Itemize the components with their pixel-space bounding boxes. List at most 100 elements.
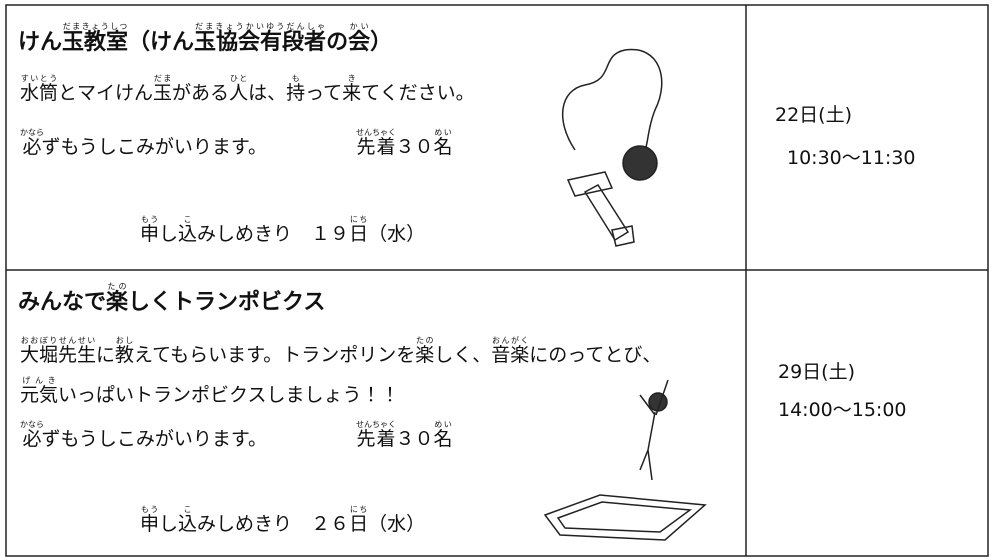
ruby-text: 込こ xyxy=(178,215,197,245)
ruby-base: 日 xyxy=(349,223,369,245)
ruby-text: 水筒すいとう xyxy=(20,74,59,104)
ruby-base: 元気 xyxy=(20,384,59,406)
ruby-text: 楽たの xyxy=(415,336,434,366)
ruby-base: 人 xyxy=(229,82,249,104)
furigana: めい xyxy=(433,420,453,429)
text-run: し xyxy=(159,223,179,245)
ruby-text: 楽たの xyxy=(106,282,129,315)
furigana: だま xyxy=(153,74,173,83)
text-run: （水） xyxy=(368,223,426,245)
text-run: ） xyxy=(370,30,393,55)
furigana: せんちゃく xyxy=(356,420,396,429)
furigana: だまきょうしつ xyxy=(62,22,129,31)
furigana: おおぼりせんせい xyxy=(20,336,97,345)
ruby-text: 必かなら xyxy=(20,420,44,450)
event-time: 14:00～15:00 xyxy=(778,399,907,421)
deadline-note: 申もうし込こみしめきり ２６日にち（水） xyxy=(140,505,425,535)
furigana: かい xyxy=(348,22,371,31)
text-run: にのってとび、 xyxy=(529,344,662,366)
trampoline-illustration xyxy=(543,379,707,541)
furigana: かなら xyxy=(20,420,44,429)
event-time: 10:30～11:30 xyxy=(787,147,916,169)
ruby-base: 込 xyxy=(178,513,198,535)
ruby-text: 先着せんちゃく xyxy=(356,128,396,158)
description-line: 元気げんきいっぱいトランポビクスしましょう！！ xyxy=(20,376,399,406)
furigana: たの xyxy=(415,336,435,345)
ruby-text: 必かなら xyxy=(20,128,44,158)
ruby-base: 申 xyxy=(140,223,160,245)
ruby-text: 込こ xyxy=(178,505,198,535)
deadline-note: 申もうし込こみしめきり １９日にち（水） xyxy=(140,215,425,245)
furigana: こ xyxy=(178,505,198,514)
ruby-base: 先着 xyxy=(356,428,396,450)
capacity-note: 先着せんちゃく３０名めい xyxy=(356,128,453,158)
text-run: （水） xyxy=(368,513,426,535)
required-note: 必かならずもうしこみがいります。 xyxy=(20,128,267,158)
furigana: ひと xyxy=(229,74,249,83)
text-run: みしめきり １９ xyxy=(197,223,350,245)
ruby-base: 名 xyxy=(433,428,453,450)
description-line: 大堀先生おおぼりせんせいに教おしえてもらいます。トランポリンを楽たのしく、音楽お… xyxy=(20,336,661,366)
ruby-base: 申 xyxy=(140,513,160,535)
ruby-text: 来き xyxy=(342,74,362,104)
ruby-text: 先着せんちゃく xyxy=(356,420,396,450)
ruby-text: 音楽おんがく xyxy=(491,336,530,366)
text-run: みしめきり ２６ xyxy=(197,513,350,535)
text-run: って xyxy=(305,82,343,104)
ruby-text: 申もう xyxy=(140,505,160,535)
ruby-base: 日 xyxy=(349,513,369,535)
ruby-base: 玉教室 xyxy=(62,30,129,55)
required-note: 必かならずもうしこみがいります。 xyxy=(20,420,267,450)
ruby-base: 先着 xyxy=(356,136,396,158)
furigana: めい xyxy=(433,128,453,137)
furigana: げんき xyxy=(20,376,58,385)
furigana: だまきょうかいゆうだんしゃ xyxy=(194,22,327,31)
ruby-text: 名めい xyxy=(433,420,453,450)
text-run: の xyxy=(326,30,349,55)
furigana: すいとう xyxy=(20,74,59,83)
text-run: しくトランポビクス xyxy=(128,290,326,315)
text-run: （けん xyxy=(128,30,195,55)
text-run: ３０ xyxy=(395,428,434,450)
text-run: いっぱいトランポビクスしましょう！！ xyxy=(58,384,400,406)
furigana: にち xyxy=(349,215,369,224)
ruby-text: 日にち xyxy=(349,215,369,245)
capacity-note: 先着せんちゃく３０名めい xyxy=(356,420,453,450)
text-run: とマイけん xyxy=(58,82,154,104)
ruby-base: 玉協会有段者 xyxy=(194,30,327,55)
text-run: ずもうしこみがいります。 xyxy=(41,136,268,158)
ruby-base: 音楽 xyxy=(491,344,530,366)
furigana: にち xyxy=(349,505,369,514)
text-run: に xyxy=(96,344,116,366)
furigana: せんちゃく xyxy=(356,128,396,137)
furigana: もう xyxy=(140,505,160,514)
ruby-base: 必 xyxy=(20,428,44,450)
ruby-base: 会 xyxy=(348,30,371,55)
event-date: 22日(土) xyxy=(775,104,853,126)
ruby-base: 楽 xyxy=(106,290,129,315)
ruby-base: 水筒 xyxy=(20,82,59,104)
furigana: も xyxy=(286,74,306,83)
ruby-base: 名 xyxy=(433,136,453,158)
furigana: たの xyxy=(106,282,129,291)
ruby-text: 教おし xyxy=(115,336,134,366)
text-run: がある xyxy=(172,82,230,104)
row-title: けん玉教室だまきょうしつ（けん玉協会有段者だまきょうかいゆうだんしゃの会かい） xyxy=(18,22,392,55)
ruby-text: 名めい xyxy=(433,128,453,158)
text-run: し xyxy=(159,513,179,535)
furigana: もう xyxy=(140,215,160,224)
furigana: き xyxy=(342,74,362,83)
text-run: えてもらいます。トランポリンを xyxy=(134,344,416,366)
ruby-text: 日にち xyxy=(349,505,369,535)
ruby-text: 申もう xyxy=(140,215,160,245)
ruby-base: 来 xyxy=(342,82,362,104)
ruby-text: 玉教室だまきょうしつ xyxy=(62,22,129,55)
ruby-text: 持も xyxy=(286,74,306,104)
text-run: みんなで xyxy=(18,290,107,315)
ruby-text: 玉協会有段者だまきょうかいゆうだんしゃ xyxy=(194,22,327,55)
furigana: おし xyxy=(115,336,135,345)
ruby-base: 持 xyxy=(286,82,306,104)
text-run: しく、 xyxy=(434,344,492,366)
text-run: てください。 xyxy=(361,82,475,104)
